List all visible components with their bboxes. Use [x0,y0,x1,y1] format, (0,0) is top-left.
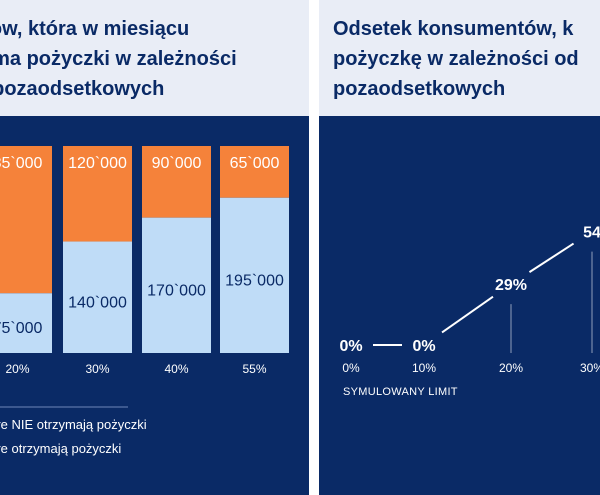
x-tick-3: 20% [499,361,523,375]
bar-not-receiving-4 [220,146,289,198]
x-tick-3: 40% [164,362,188,376]
bar-label-not-receiving-4: 65`000 [230,155,280,172]
legend-not-receiving: które NIE otrzymają pożyczki [0,417,147,432]
bar-receiving-3 [142,217,211,353]
right-title-line-3: pozaodsetkowych [333,78,506,100]
x-axis-label: SYMULOWANY LIMIT [343,386,458,398]
line-segment-2 [441,295,494,334]
bar-label-not-receiving-3: 90`000 [152,155,202,172]
right-title-line-1: Odsetek konsumentów, k [333,18,574,40]
stacked-bar-chart: 85`000 75`000 20% 120`000 140`000 30% 90`000 17… [0,146,289,408]
x-tick-2: 10% [412,361,436,375]
x-tick-4: 30% [580,361,600,375]
x-tick-4: 55% [242,362,266,376]
left-title-box: ntów, która w miesiącu zyma pożyczki w z… [0,0,309,116]
line-segment-3 [528,242,575,273]
bar-label-receiving-3: 170`000 [147,282,206,299]
point-label-1: 0% [339,338,362,355]
point-label-3: 29% [495,277,527,294]
right-title-box: Odsetek konsumentów, k pożyczkę w zależn… [319,0,600,116]
bar-receiving-1 [0,293,52,353]
bar-label-receiving-2: 140`000 [68,294,127,311]
bar-not-receiving-2 [63,146,132,242]
bar-label-receiving-4: 195`000 [225,272,284,289]
point-label-4: 54 [583,225,600,242]
bar-not-receiving-3 [142,146,211,218]
bar-not-receiving-1 [0,146,52,294]
left-title-line-3: w pozaodsetkowych [0,78,165,100]
left-chart-title: ntów, która w miesiącu zyma pożyczki w z… [0,14,237,104]
bar-receiving-4 [220,197,289,353]
x-tick-1: 20% [5,362,29,376]
right-title-line-2: pożyczkę w zależności od [333,48,579,70]
right-chart-area: 0% 0% 29% 54 0% 10% 20% 30% SYMULOWANY LIMIT [319,116,600,495]
left-chart-panel: ntów, która w miesiącu zyma pożyczki w z… [0,0,309,495]
legend-receiving: które otrzymają pożyczki [0,441,122,456]
x-tick-2: 30% [85,362,109,376]
left-chart-area: 85`000 75`000 20% 120`000 140`000 30% 90`000 17… [0,116,309,495]
bar-label-receiving-1: 75`000 [0,320,43,337]
left-title-line-2: zyma pożyczki w zależności [0,48,237,70]
bar-receiving-2 [63,241,132,353]
point-label-2: 0% [412,338,435,355]
right-chart-title: Odsetek konsumentów, k pożyczkę w zależn… [333,14,579,104]
bar-label-not-receiving-2: 120`000 [68,155,127,172]
left-title-line-1: ntów, która w miesiącu [0,18,190,40]
right-chart-panel: Odsetek konsumentów, k pożyczkę w zależn… [319,0,600,495]
bar-label-not-receiving-1: 85`000 [0,155,43,172]
x-tick-1: 0% [342,361,360,375]
line-chart: 0% 0% 29% 54 0% 10% 20% 30% [339,225,600,375]
